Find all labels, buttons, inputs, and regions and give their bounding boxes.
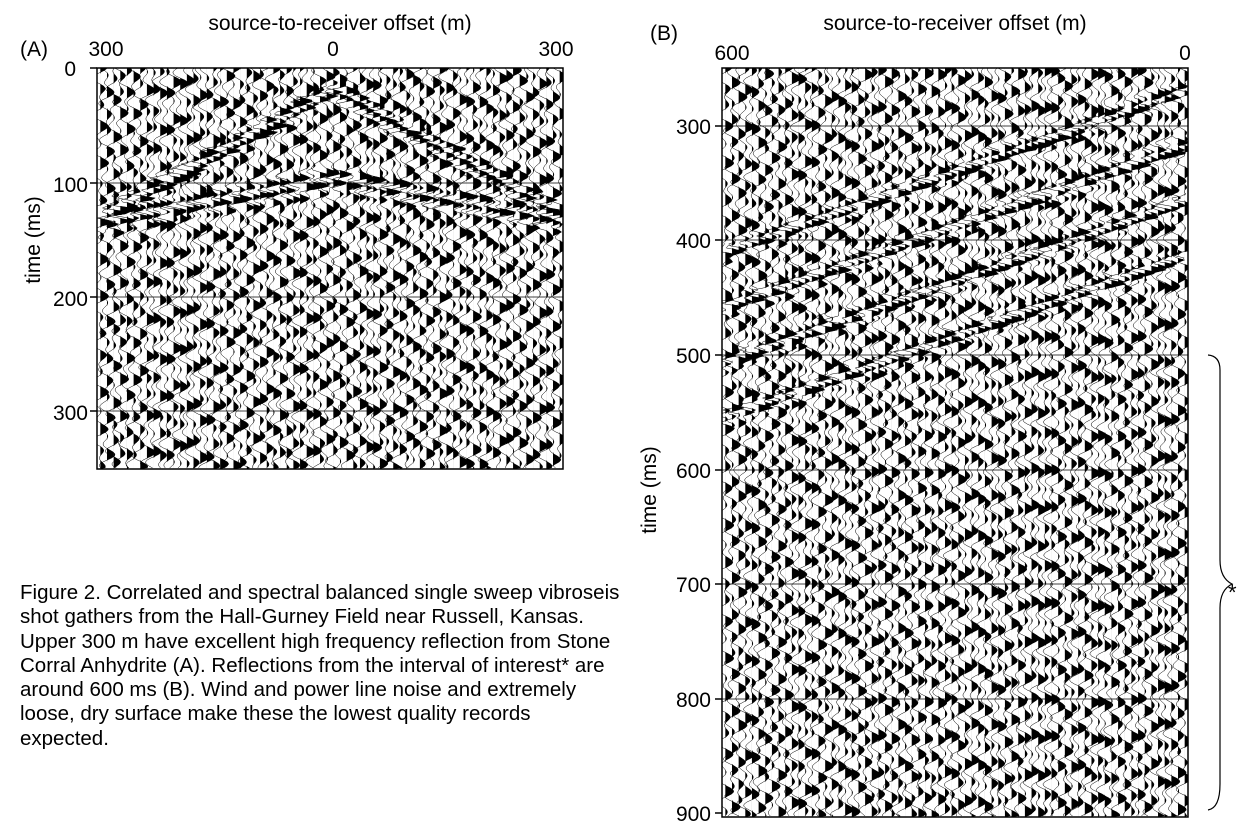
panel-a-tick-marks xyxy=(90,67,97,412)
panel-b-x-ticks: 600 0 xyxy=(714,42,1190,65)
wiggle-lines xyxy=(722,68,1188,817)
panel-a-y-tick: 100 xyxy=(53,174,88,197)
panel-b-letter: (B) xyxy=(650,22,678,45)
panel-a-letter: (A) xyxy=(20,38,48,61)
panel-a-y-tick: 0 xyxy=(64,58,76,81)
panel-a-title: source-to-receiver offset (m) xyxy=(208,12,471,35)
panel-b-tick-marks xyxy=(715,125,722,814)
panel-a-y-ticks: 0 100 200 300 xyxy=(53,58,88,425)
panel-b-y-tick: 500 xyxy=(676,345,711,368)
panel-b-x-tick: 600 xyxy=(714,42,749,65)
panel-b-y-tick: 800 xyxy=(676,689,711,712)
panel-b-y-tick: 900 xyxy=(676,803,711,822)
panel-a-y-label: time (ms) xyxy=(22,196,45,284)
panel-a-y-tick: 200 xyxy=(53,288,88,311)
panel-a-x-ticks: 300 0 300 xyxy=(88,38,573,61)
panel-a-seismic-traces xyxy=(97,68,563,469)
panel-b-frame xyxy=(721,67,1189,818)
panel-b-y-tick: 600 xyxy=(676,460,711,483)
panel-a-gridlines xyxy=(97,182,563,412)
panel-b-y-tick: 400 xyxy=(676,230,711,253)
panel-b-y-ticks: 300 400 500 600 700 800 900 xyxy=(676,116,711,822)
panel-a-frame xyxy=(96,67,564,470)
panel-b-gridlines xyxy=(722,125,1188,700)
figure-caption: Figure 2. Correlated and spectral balanc… xyxy=(20,581,620,750)
panel-a: (A) source-to-receiver offset (m) 300 0 … xyxy=(20,12,574,470)
panel-b: (B) source-to-receiver offset (m) 600 0 … xyxy=(638,12,1237,822)
panel-a-x-tick: 300 xyxy=(538,38,573,61)
interval-of-interest-mark: * xyxy=(1228,580,1237,605)
wiggle-lines xyxy=(97,68,563,469)
panel-b-x-tick: 0 xyxy=(1179,42,1191,65)
panel-a-x-tick: 0 xyxy=(327,38,339,61)
panel-a-y-tick: 300 xyxy=(53,402,88,425)
panel-b-title: source-to-receiver offset (m) xyxy=(823,12,1086,35)
panel-b-y-tick: 700 xyxy=(676,574,711,597)
interval-bracket xyxy=(1207,354,1234,811)
wiggle-fill xyxy=(725,68,1188,817)
panel-b-y-label: time (ms) xyxy=(638,446,661,534)
panel-b-y-tick: 300 xyxy=(676,116,711,139)
panel-a-x-tick: 300 xyxy=(88,38,123,61)
wiggle-fill xyxy=(100,68,563,469)
panel-b-seismic-traces xyxy=(722,68,1188,817)
